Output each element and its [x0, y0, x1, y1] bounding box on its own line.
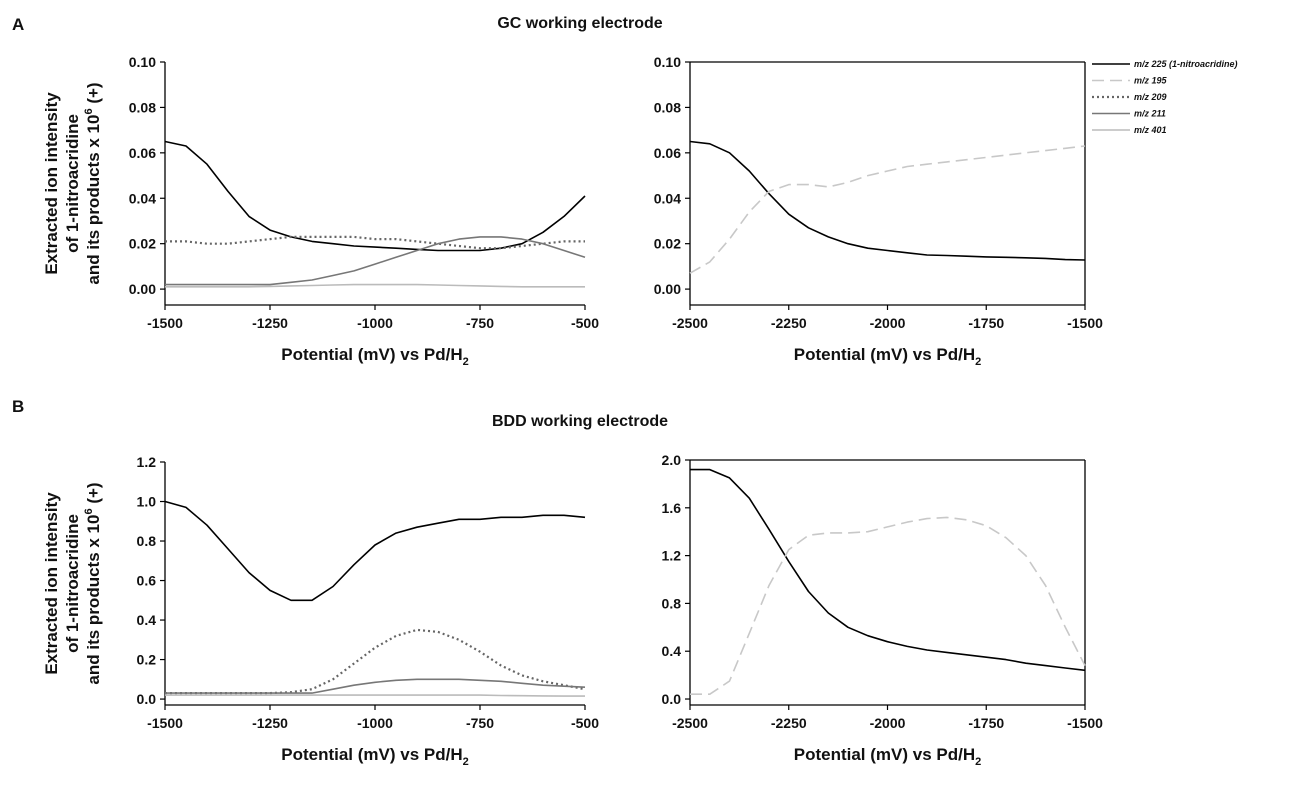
y-tick-label: 0.10 [129, 54, 156, 70]
series-line [165, 235, 585, 250]
x-axis-label: Potential (mV) vs Pd/H2 [794, 745, 982, 768]
x-tick-label: -2250 [771, 315, 807, 331]
series-line [689, 145, 1086, 274]
x-axis-label-text: Potential (mV) vs Pd/H [794, 745, 975, 764]
x-tick-label: -1750 [968, 715, 1004, 731]
panel-label: B [12, 397, 24, 416]
x-tick-label: -1250 [252, 315, 288, 331]
x-axis-label: Potential (mV) vs Pd/H2 [281, 745, 469, 768]
x-axis-label-sub: 2 [975, 756, 981, 768]
x-axis-label-text: Potential (mV) vs Pd/H [794, 345, 975, 364]
x-tick-label: -1000 [357, 315, 393, 331]
y-tick-label: 0.8 [137, 533, 157, 549]
plot: 0.00 0.02 0.04 0.06 0.08 0.10 -1500 -1250 -1000 -… [42, 54, 599, 368]
y-axis-label: of 1-nitroacridine [63, 514, 82, 653]
y-tick-label: 0.2 [137, 652, 157, 668]
y-axis-label-text: of 1-nitroacridine [63, 114, 82, 253]
x-tick-label: -1000 [357, 715, 393, 731]
y-tick-label: 1.6 [662, 500, 682, 516]
x-tick-label: -1500 [147, 315, 183, 331]
y-tick-label: 0.06 [129, 145, 156, 161]
y-tick-label: 0.02 [654, 236, 681, 252]
y-axis-label: Extracted ion intensity [42, 492, 61, 675]
y-tick-label: 0.0 [662, 691, 682, 707]
plot: 0.0 0.4 0.8 1.2 1.6 2.0 -2500 -2250 -2000 -1750 -1… [662, 452, 1104, 768]
x-axis-label-sub: 2 [975, 356, 981, 368]
y-axis-label-sup: 6 [83, 108, 95, 114]
x-tick-label: -1250 [252, 715, 288, 731]
x-axis-label-sub: 2 [463, 756, 469, 768]
y-axis-label-text: of 1-nitroacridine [63, 514, 82, 653]
legend-label: m/z 225 (1-nitroacridine) [1134, 59, 1238, 69]
y-tick-label: 0.08 [129, 99, 156, 115]
legend-label: m/z 209 [1134, 92, 1167, 102]
legend-label: m/z 401 [1134, 125, 1167, 135]
series-line [165, 678, 586, 694]
y-tick-label: 0.4 [662, 643, 682, 659]
x-tick-label: -1500 [147, 715, 183, 731]
x-axis-label-text: Potential (mV) vs Pd/H [281, 745, 462, 764]
y-tick-label: 0.08 [654, 99, 681, 115]
y-axis-label-end: (+) [84, 482, 103, 508]
x-tick-label: -2500 [672, 315, 708, 331]
y-tick-label: 1.2 [137, 454, 157, 470]
x-axis-label: Potential (mV) vs Pd/H2 [794, 345, 982, 368]
x-tick-label: -750 [466, 315, 494, 331]
y-axis-label-text: and its products x 10 [84, 115, 103, 285]
y-axis-label: Extracted ion intensity [42, 92, 61, 275]
y-axis-label-sup: 6 [83, 508, 95, 514]
panel-title: GC working electrode [497, 15, 662, 32]
plot: 0.0 0.2 0.4 0.6 0.8 1.0 1.2 -1500 -1250 -1000 -750… [42, 454, 599, 768]
y-tick-label: 0.02 [129, 236, 156, 252]
x-axis-label-text: Potential (mV) vs Pd/H [281, 345, 462, 364]
y-tick-label: 0.06 [654, 145, 681, 161]
x-axis-label: Potential (mV) vs Pd/H2 [281, 345, 469, 368]
x-tick-label: -2000 [870, 715, 906, 731]
series-line [164, 140, 586, 252]
series-line [689, 140, 1086, 261]
y-tick-label: 0.0 [137, 691, 157, 707]
x-tick-label: -500 [571, 315, 599, 331]
y-tick-label: 0.6 [137, 573, 157, 589]
x-tick-label: -1750 [968, 315, 1004, 331]
y-tick-label: 0.10 [654, 54, 681, 70]
series-line [690, 516, 1086, 695]
panel-title: BDD working electrode [492, 413, 668, 430]
legend-label: m/z 211 [1134, 109, 1166, 119]
series-line [165, 236, 586, 286]
plot: 0.00 0.02 0.04 0.06 0.08 0.10 -2500 -2250 -2000 -… [654, 54, 1103, 368]
panel-label: A [12, 15, 24, 34]
series-line [165, 283, 585, 288]
x-tick-label: -2250 [771, 715, 807, 731]
series-line [165, 694, 585, 697]
x-tick-label: -1500 [1067, 715, 1103, 731]
x-tick-label: -1500 [1067, 315, 1103, 331]
y-tick-label: 1.2 [662, 548, 682, 564]
y-axis-label: and its products x 106 (+) [83, 82, 103, 284]
series-line [690, 468, 1086, 672]
x-tick-label: -2500 [672, 715, 708, 731]
y-tick-label: 0.00 [654, 281, 681, 297]
x-tick-label: -750 [466, 715, 494, 731]
y-axis-label: of 1-nitroacridine [63, 114, 82, 253]
y-axis-label-text: and its products x 10 [84, 515, 103, 685]
y-axis-label-text: Extracted ion intensity [42, 492, 61, 675]
y-axis-label: and its products x 106 (+) [83, 482, 103, 684]
y-axis-label-text: Extracted ion intensity [42, 92, 61, 275]
series-line [164, 500, 586, 602]
y-axis-label-end: (+) [84, 82, 103, 108]
y-tick-label: 2.0 [662, 452, 682, 468]
legend-label: m/z 195 [1134, 76, 1168, 86]
y-tick-label: 0.04 [129, 190, 156, 206]
y-tick-label: 0.8 [662, 595, 682, 611]
x-tick-label: -500 [571, 715, 599, 731]
y-tick-label: 0.4 [137, 612, 157, 628]
y-tick-label: 0.00 [129, 281, 156, 297]
x-axis-label-sub: 2 [463, 356, 469, 368]
y-tick-label: 0.04 [654, 190, 681, 206]
y-tick-label: 1.0 [137, 494, 157, 510]
x-tick-label: -2000 [870, 315, 906, 331]
